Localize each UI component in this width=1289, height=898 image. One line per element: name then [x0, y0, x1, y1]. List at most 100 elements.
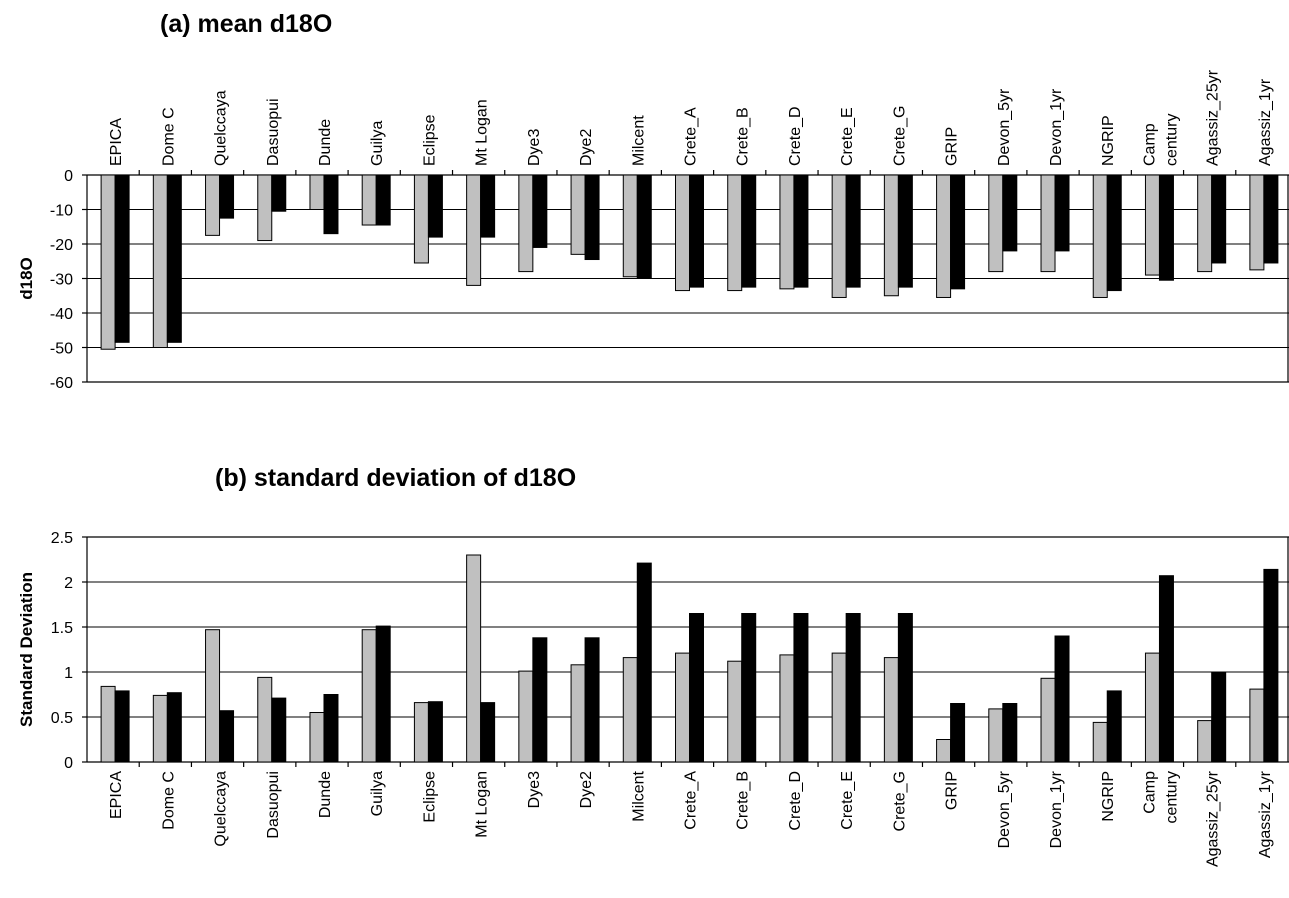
category-label: Crete_D — [787, 106, 804, 166]
y-tick-label: -30 — [50, 272, 73, 289]
category-label: Agassiz_1yr — [1257, 770, 1274, 858]
bar — [727, 660, 743, 763]
y-tick-label: -60 — [50, 375, 73, 392]
category-label: Agassiz_25yr — [1205, 69, 1222, 166]
category-label: Devon_1yr — [1048, 770, 1065, 848]
bar — [636, 562, 652, 763]
y-axis-label: Standard Deviation — [17, 572, 36, 727]
bar — [689, 174, 704, 288]
bar — [427, 701, 443, 763]
bar — [1144, 174, 1160, 276]
category-label: NGRIP — [1100, 771, 1117, 822]
bar — [883, 174, 899, 297]
category-label: Camp century — [1141, 114, 1180, 166]
y-tick-label: 0 — [64, 755, 73, 772]
category-label-line: century — [1163, 114, 1180, 166]
category-label: Crete_E — [839, 771, 856, 830]
category-label: GRIP — [944, 771, 961, 810]
category-label: Dye2 — [578, 771, 595, 808]
bar — [1002, 174, 1018, 252]
category-label-line: Camp — [1141, 771, 1158, 814]
category-label: GRIP — [944, 127, 961, 166]
y-axis-label: d18O — [17, 257, 36, 300]
category-label-line: century — [1163, 771, 1180, 823]
category-label: Dome C — [160, 107, 177, 166]
category-label: Crete_B — [735, 107, 752, 166]
bar — [831, 652, 847, 763]
bar — [897, 174, 913, 288]
category-label: Milcent — [630, 115, 647, 166]
category-label: NGRIP — [1100, 115, 1117, 166]
category-label-line: Camp — [1141, 123, 1158, 166]
category-label: Devon_5yr — [996, 88, 1013, 166]
category-label: Guilya — [369, 121, 386, 166]
bar — [988, 174, 1004, 273]
y-tick-label: 0.5 — [51, 710, 73, 727]
category-label: Crete_G — [891, 771, 908, 831]
chart-title: (b) standard deviation of d18O — [215, 464, 576, 492]
category-label: Mt Logan — [474, 771, 491, 838]
bar — [936, 739, 952, 763]
bar — [1040, 174, 1056, 273]
bar — [1002, 703, 1018, 763]
y-tick-label: 1 — [64, 665, 73, 682]
bar — [480, 174, 496, 238]
bar — [480, 702, 496, 763]
bar — [675, 652, 690, 763]
bar — [831, 174, 847, 298]
bar — [1040, 677, 1056, 763]
category-label: Dye2 — [578, 129, 595, 166]
bar — [1211, 671, 1227, 763]
y-tick-label: 2.5 — [51, 530, 73, 547]
bar — [309, 712, 325, 763]
category-label: Camp century — [1141, 771, 1180, 824]
chart-stddev-d18o: (b) standard deviation of d18O Standard D… — [17, 464, 1289, 867]
bar — [323, 174, 339, 235]
bar — [1197, 174, 1213, 273]
bar — [793, 174, 809, 288]
bar — [1054, 174, 1070, 252]
category-label: Milcent — [630, 770, 647, 821]
y-tick-label: -40 — [50, 306, 73, 323]
bar — [219, 710, 235, 763]
bar — [1211, 174, 1227, 264]
category-label: EPICA — [108, 118, 125, 166]
bar — [622, 174, 638, 278]
y-tick-label: 2 — [64, 575, 73, 592]
y-tick-label: -20 — [50, 237, 73, 254]
chart-title: (a) mean d18O — [160, 10, 332, 38]
bar — [466, 554, 482, 763]
bar — [205, 174, 221, 236]
category-label: Quelccaya — [213, 90, 230, 166]
bar — [793, 613, 809, 763]
bar — [1197, 720, 1213, 763]
bar — [936, 174, 952, 298]
bar — [727, 174, 743, 292]
bar — [845, 613, 861, 763]
bar — [741, 174, 757, 288]
bar — [1106, 690, 1122, 763]
category-label: Devon_5yr — [996, 770, 1013, 848]
bar — [1158, 575, 1174, 763]
bar — [584, 174, 600, 261]
bar — [271, 174, 287, 212]
bar — [323, 694, 339, 763]
bar — [100, 174, 116, 350]
bar — [1263, 174, 1279, 264]
category-label: Agassiz_25yr — [1205, 770, 1222, 867]
bar — [100, 685, 116, 763]
bar — [897, 613, 913, 763]
bar — [845, 174, 861, 288]
bar — [622, 657, 638, 763]
bar — [1144, 652, 1160, 763]
bar — [114, 690, 130, 763]
chart-mean-d18o: (a) mean d18O d18O 0 -10 -20 -30 -40 -50 -60 EPIC… — [17, 10, 1289, 392]
bar — [1249, 174, 1265, 271]
bar — [166, 174, 182, 343]
category-label: Agassiz_1yr — [1257, 78, 1274, 166]
bar — [1054, 635, 1070, 763]
category-label: Crete_A — [683, 771, 700, 830]
bar — [883, 657, 899, 763]
bar — [950, 174, 966, 290]
